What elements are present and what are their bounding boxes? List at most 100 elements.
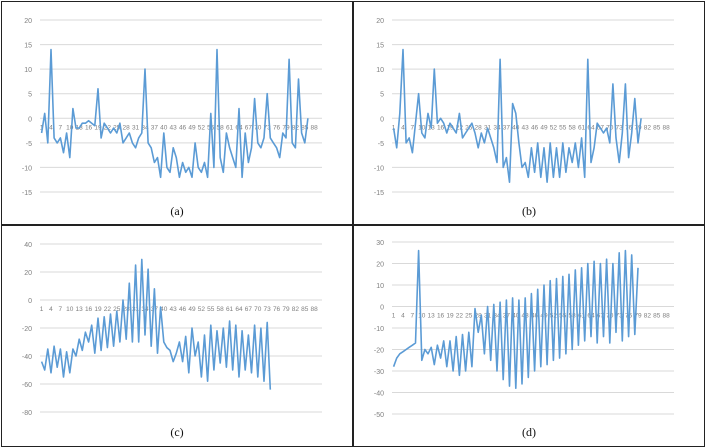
x-tick-label: 19 — [446, 124, 454, 131]
x-tick-label: 61 — [578, 124, 586, 131]
x-tick-label: 28 — [475, 313, 483, 320]
x-tick-label: 58 — [569, 124, 577, 131]
x-tick-label: 61 — [578, 313, 586, 320]
x-tick-label: 37 — [151, 124, 159, 131]
x-tick-label: 31 — [132, 306, 140, 313]
x-tick-label: 16 — [437, 313, 445, 320]
x-tick-label: 25 — [113, 306, 121, 313]
x-tick-label: 67 — [597, 313, 605, 320]
x-tick-label: 40 — [512, 313, 520, 320]
x-tick-label: 67 — [245, 124, 253, 131]
x-tick-label: 7 — [59, 124, 63, 131]
x-tick-label: 58 — [217, 124, 225, 131]
x-tick-label: 73 — [616, 313, 624, 320]
x-tick-label: 55 — [559, 313, 567, 320]
x-tick-label: 16 — [85, 306, 93, 313]
x-tick-label: 34 — [141, 306, 149, 313]
x-tick-label: 79 — [634, 313, 642, 320]
x-tick-label: 28 — [475, 124, 483, 131]
x-tick-label: 4 — [401, 313, 405, 320]
x-tick-label: 64 — [587, 124, 595, 131]
y-tick-label: -50 — [374, 412, 384, 419]
series-line — [40, 258, 272, 390]
y-tick-label: -5 — [378, 141, 384, 148]
chart-c: -80 -60 -40 -20 0 20 40 1 4 7 10 13 16 19 22 25 28 31 34 37… — [22, 242, 322, 417]
x-tick-label: 25 — [113, 124, 121, 131]
x-tick-label: 19 — [94, 124, 102, 131]
y-tick-label: 20 — [24, 18, 32, 25]
x-tick-label: 58 — [569, 313, 577, 320]
x-tick-label: 46 — [531, 124, 539, 131]
panel-a: -15 -10 -5 0 5 10 15 20 1 4 7 10 13 16 19 22 25 28 31 34 37 4… — [1, 1, 353, 225]
x-tick-label: 52 — [550, 313, 558, 320]
x-tick-label: 25 — [465, 313, 473, 320]
y-tick-label: -80 — [22, 410, 32, 417]
x-tick-label: 85 — [653, 124, 661, 131]
x-tick-label: 85 — [653, 313, 661, 320]
series-line — [40, 48, 309, 179]
x-tick-label: 31 — [132, 124, 140, 131]
x-tick-label: 46 — [531, 313, 539, 320]
panel-d: -50 -40 -30 -20 -10 0 10 20 30 1 4 7 10 13 16 19 22 25 28 3… — [353, 225, 705, 447]
y-tick-label: 15 — [24, 43, 32, 50]
x-tick-label: 76 — [273, 306, 281, 313]
x-tick-label: 82 — [644, 313, 652, 320]
y-tick-label: 0 — [28, 298, 32, 305]
x-tick-label: 1 — [40, 306, 44, 313]
x-tick-label: 61 — [226, 124, 234, 131]
y-tick-label: -30 — [374, 369, 384, 376]
x-tick-label: 19 — [94, 306, 102, 313]
x-tick-label: 7 — [59, 306, 63, 313]
x-tick-label: 85 — [301, 306, 309, 313]
y-tick-label: 10 — [376, 67, 384, 74]
y-tick-label: 0 — [28, 116, 32, 123]
panel-b: -15 -10 -5 0 5 10 15 20 1 4 7 10 13 16 19 22 25 28 31 34 37 4… — [353, 1, 705, 225]
x-tick-label: 73 — [264, 306, 272, 313]
caption-b: (b) — [522, 204, 536, 218]
x-tick-label: 82 — [292, 306, 300, 313]
y-tick-label: -40 — [374, 391, 384, 398]
x-tick-label: 76 — [273, 124, 281, 131]
x-tick-label: 10 — [66, 124, 74, 131]
y-tick-label: 10 — [376, 283, 384, 290]
x-tick-label: 13 — [428, 313, 436, 320]
panel-c: -80 -60 -40 -20 0 20 40 1 4 7 10 13 16 19 22 25 28 31 34 37… — [1, 225, 353, 447]
x-tick-label: 52 — [198, 306, 206, 313]
x-tick-label: 49 — [540, 313, 548, 320]
x-tick-label: 46 — [179, 306, 187, 313]
x-tick-label: 82 — [644, 124, 652, 131]
x-tick-label: 55 — [207, 306, 215, 313]
x-tick-label: 34 — [493, 313, 501, 320]
x-tick-label: 73 — [616, 124, 624, 131]
x-tick-label: 61 — [226, 306, 234, 313]
x-tick-label: 55 — [559, 124, 567, 131]
x-tick-label: 7 — [411, 313, 415, 320]
x-tick-label: 10 — [66, 306, 74, 313]
x-tick-label: 70 — [254, 306, 262, 313]
x-tick-label: 22 — [456, 313, 464, 320]
x-tick-label: 85 — [301, 124, 309, 131]
x-tick-label: 1 — [392, 124, 396, 131]
y-tick-label: 10 — [24, 67, 32, 74]
caption-d: (d) — [522, 425, 536, 439]
y-tick-label: -20 — [374, 348, 384, 355]
y-tick-label: 0 — [380, 305, 384, 312]
x-tick-label: 40 — [512, 124, 520, 131]
caption-c: (c) — [170, 425, 184, 439]
y-tick-label: 20 — [24, 270, 32, 277]
x-tick-label: 10 — [418, 313, 426, 320]
x-tick-label: 88 — [311, 306, 319, 313]
y-tick-label: -10 — [374, 165, 384, 172]
x-tick-label: 49 — [540, 124, 548, 131]
x-tick-label: 70 — [254, 124, 262, 131]
x-tick-label: 40 — [160, 306, 168, 313]
y-tick-label: -15 — [22, 190, 32, 197]
y-tick-label: -60 — [22, 382, 32, 389]
x-tick-label: 22 — [456, 124, 464, 131]
x-tick-label: 88 — [311, 124, 319, 131]
y-tick-label: 40 — [24, 242, 32, 249]
